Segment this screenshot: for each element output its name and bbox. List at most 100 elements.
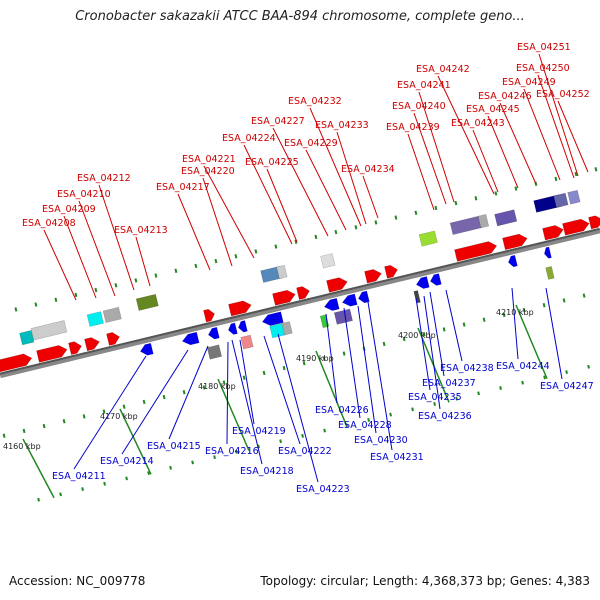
feature-box-shape <box>19 330 35 346</box>
label-line <box>537 74 575 179</box>
tick-mark <box>494 191 498 196</box>
feature-box <box>260 265 284 283</box>
tick-mark <box>142 399 146 405</box>
reverse-gene-shape <box>228 322 238 335</box>
reverse-gene <box>139 342 154 356</box>
gene-label-bottom: ESA_04222 <box>278 446 332 457</box>
topology-info-text: Topology: circular; Length: 4,368,373 bp… <box>260 574 590 588</box>
kbp-tick <box>119 408 152 475</box>
gene-label-bottom: ESA_04219 <box>232 426 286 437</box>
feature-layer <box>0 189 600 374</box>
forward-gene-shape <box>454 241 498 262</box>
label-line <box>499 102 537 185</box>
tick-mark <box>234 254 238 259</box>
label-line <box>357 305 377 434</box>
gene-label-top: ESA_04249 <box>502 77 556 88</box>
reverse-gene <box>430 273 442 286</box>
forward-gene <box>36 345 68 363</box>
reverse-gene-shape <box>272 311 284 324</box>
forward-gene <box>228 300 252 317</box>
kbp-tick <box>315 350 348 428</box>
reverse-gene-shape <box>139 342 154 356</box>
label-line <box>266 168 298 243</box>
label-line <box>367 301 393 451</box>
label-line <box>538 53 579 177</box>
tick-mark <box>565 370 568 375</box>
tick-mark <box>302 361 306 366</box>
feature-box <box>281 321 293 336</box>
forward-gene <box>326 277 348 293</box>
label-line <box>272 127 329 237</box>
label-line <box>305 149 347 231</box>
gene-label-top: ESA_04243 <box>451 118 505 129</box>
forward-gene-shape <box>36 345 68 363</box>
label-line <box>203 165 255 259</box>
tick-mark <box>389 412 392 417</box>
feature-box-shape <box>413 290 421 304</box>
gene-label-bottom: ESA_04236 <box>418 411 472 422</box>
tick-mark <box>455 396 458 401</box>
tick-mark <box>354 225 358 230</box>
gene-label-bottom: ESA_04211 <box>52 471 106 482</box>
feature-box-shape <box>553 192 569 208</box>
feature-box <box>206 344 222 360</box>
feature-box-shape <box>494 209 518 227</box>
gene-label-bottom: ESA_04244 <box>496 361 550 372</box>
tick-mark <box>2 433 6 438</box>
kbp-label: 4180 kbp <box>198 382 236 391</box>
label-line <box>557 100 589 173</box>
gene-label-bottom: ESA_04226 <box>315 405 369 416</box>
gene-label-bottom: ESA_04237 <box>422 378 476 389</box>
reverse-gene-shape <box>323 297 340 311</box>
forward-gene <box>384 264 398 279</box>
feature-box-shape <box>281 321 293 336</box>
tick-mark <box>294 239 298 244</box>
gene-label-top: ESA_04208 <box>22 218 76 229</box>
feature-box <box>30 320 68 341</box>
tick-mark <box>94 287 98 293</box>
tick-mark <box>202 385 206 390</box>
label-line <box>309 107 362 227</box>
gene-label-top: ESA_04227 <box>251 116 305 127</box>
forward-gene <box>84 337 100 352</box>
feature-box <box>418 230 438 247</box>
map-title: Cronobacter sakazakii ATCC BAA-894 chrom… <box>75 9 525 24</box>
tick-mark <box>134 278 138 283</box>
feature-box-shape <box>320 253 336 269</box>
tick-layer <box>2 167 598 502</box>
kbp-label: 4210 kbp <box>496 308 534 317</box>
tick-mark <box>74 292 78 298</box>
tick-mark <box>323 428 326 433</box>
forward-gene <box>542 225 564 241</box>
tick-mark <box>434 205 438 211</box>
tick-mark <box>37 497 40 502</box>
kbp-tick <box>515 304 548 379</box>
backbone-layer <box>0 227 600 379</box>
forward-gene-shape <box>203 308 215 323</box>
gene-label-top: ESA_04217 <box>156 182 210 193</box>
label-line <box>545 287 563 380</box>
gene-label-top: ESA_04225 <box>245 157 299 168</box>
gene-label-bottom: ESA_04215 <box>147 441 201 452</box>
tick-mark <box>411 407 414 412</box>
feature-box <box>449 215 483 235</box>
tick-mark <box>222 380 226 385</box>
label-line <box>415 297 431 391</box>
forward-gene-shape <box>542 225 564 241</box>
forward-gene <box>454 241 498 262</box>
tick-mark <box>499 386 502 390</box>
reverse-gene <box>238 320 248 333</box>
tick-mark <box>454 200 458 206</box>
tick-mark <box>462 322 466 327</box>
kbp-label: 4190 kbp <box>296 354 334 363</box>
forward-gene-shape <box>502 233 528 251</box>
label-line <box>343 307 361 419</box>
gene-label-bottom: ESA_04231 <box>370 452 424 463</box>
label-line <box>418 91 455 203</box>
feature-box <box>553 192 569 208</box>
gene-label-top: ESA_04209 <box>42 204 96 215</box>
tick-mark <box>242 375 246 380</box>
reverse-gene-shape <box>508 254 518 268</box>
